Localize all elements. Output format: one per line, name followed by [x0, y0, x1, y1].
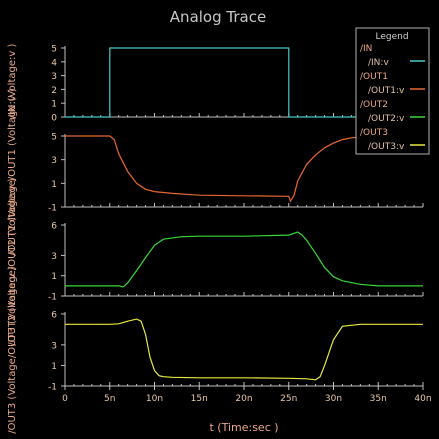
y-tick-label: 0: [51, 114, 57, 124]
x-tick-label: 40n: [414, 394, 431, 404]
x-tick-label: 30n: [325, 394, 342, 404]
y-axis-label: /OUT2 (Voltage/OUT2 (Voltage:v ): [7, 178, 18, 346]
y-tick-label: 1: [51, 272, 57, 282]
x-tick-label: 0: [62, 394, 68, 404]
legend-title: Legend: [375, 32, 408, 42]
y-tick-label: 4: [51, 58, 57, 68]
legend-group-label: /OUT1: [360, 72, 388, 82]
x-axis-label: t (Time:sec ): [209, 421, 278, 434]
series-line-inv: [65, 47, 423, 118]
y-tick-label: 3: [51, 156, 57, 166]
legend-signal-label: /IN:v: [368, 58, 389, 68]
legend-group-label: /OUT2: [360, 100, 388, 110]
legend-group-label: /OUT3: [360, 128, 388, 138]
y-tick-label: -1: [48, 204, 57, 214]
series-line-out1v: [65, 135, 423, 203]
series-line-out2v: [65, 231, 423, 288]
plot-title: Analog Trace: [170, 8, 266, 26]
legend-signal-label: /OUT3:v: [368, 142, 405, 152]
y-tick-label: 1: [51, 180, 57, 190]
x-tick-label: 10n: [146, 394, 163, 404]
legend-group-label: /IN: [360, 44, 372, 54]
legend-frame: [355, 27, 430, 155]
x-axis: 0 5n 10n 15n 20n 25n 30n 35n 40n: [62, 386, 432, 404]
y-tick-label: 6: [51, 222, 57, 232]
x-tick-label: 5n: [104, 394, 115, 404]
x-tick-label: 15n: [191, 394, 208, 404]
y-tick-label: 3: [51, 341, 57, 351]
y-tick-label: 2: [51, 86, 57, 96]
y-tick-label: 1: [51, 362, 57, 372]
y-axis-label: /OUT3 (Voltage/OUT3 (Voltage:v ): [7, 266, 18, 434]
y-tick-label: 3: [51, 252, 57, 262]
series-line-out3v: [65, 318, 423, 381]
x-tick-label: 20n: [235, 394, 252, 404]
panel-4: -1 1 3 6/OUT3 (Voltage/OUT3 (Voltage:v ): [7, 266, 424, 434]
panel-1: 0 1 2 3 4 5/IN (Voltage:v ): [7, 44, 424, 124]
y-tick-label: 5: [51, 45, 57, 55]
x-tick-label: 25n: [280, 394, 297, 404]
y-tick-label: -1: [48, 383, 57, 393]
panel-2: -1 1 3 5/OUT1 (Voltage/OUT1 (Voltage:v ): [7, 88, 424, 256]
y-tick-label: -1: [48, 293, 57, 303]
panel-3: -1 1 3 6/OUT2 (Voltage/OUT2 (Voltage:v ): [7, 178, 424, 346]
x-tick-label: 35n: [370, 394, 387, 404]
y-axis-label: /OUT1 (Voltage/OUT1 (Voltage:v ): [7, 88, 18, 256]
legend-signal-label: /OUT2:v: [368, 114, 405, 124]
y-tick-label: 5: [51, 133, 57, 143]
legend-box[interactable]: Legend /IN/IN:v/OUT1/OUT1:v/OUT2/OUT2:v /…: [355, 27, 430, 155]
y-tick-label: 3: [51, 72, 57, 82]
y-tick-label: 1: [51, 100, 57, 110]
y-axis-label: /IN (Voltage:v ): [7, 44, 18, 119]
legend-signal-label: /OUT1:v: [368, 86, 405, 96]
y-tick-label: 6: [51, 311, 57, 321]
